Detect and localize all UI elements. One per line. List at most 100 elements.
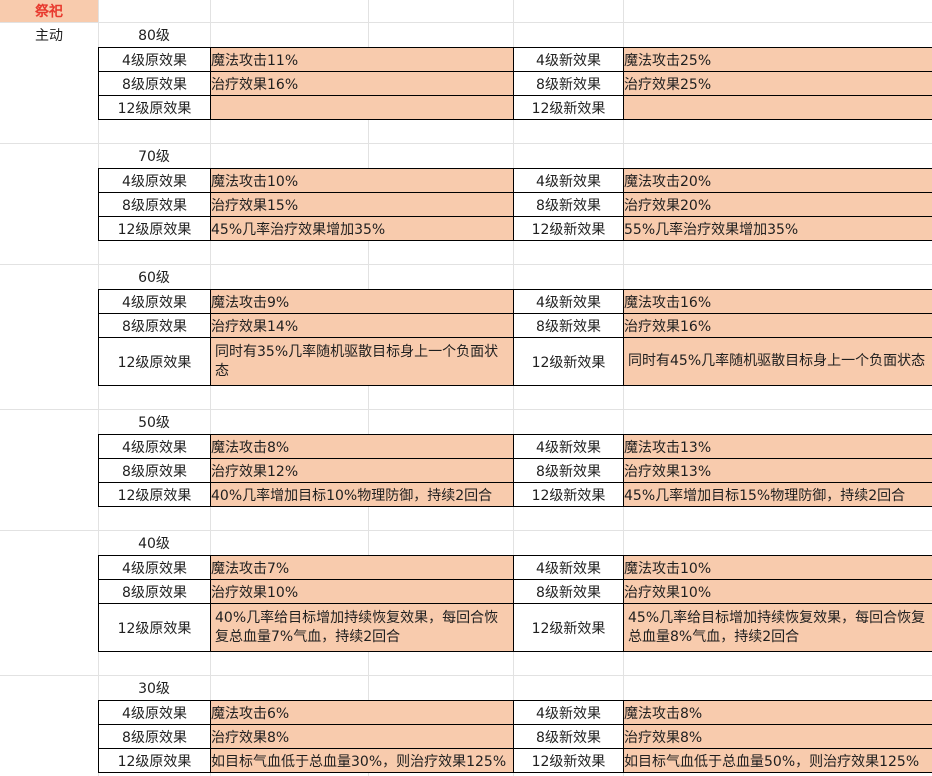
new-effect-label-cell[interactable]: 4级新效果 bbox=[513, 555, 624, 580]
effect-row: 8级原效果 治疗效果14% 8级新效果 治疗效果16% bbox=[98, 313, 932, 338]
new-effect-value-cell[interactable]: 治疗效果16% bbox=[623, 313, 932, 338]
new-effect-value-cell[interactable]: 魔法攻击20% bbox=[623, 168, 932, 193]
mode-row: 主动 80级 bbox=[0, 23, 932, 47]
new-effect-value-cell[interactable]: 治疗效果13% bbox=[623, 458, 932, 483]
class-title-cell[interactable]: 祭祀 bbox=[0, 0, 98, 22]
level-cell-50级[interactable]: 50级 bbox=[138, 415, 170, 431]
orig-effect-value-cell[interactable]: 如目标气血低于总血量30%，则治疗效果125% bbox=[210, 748, 514, 773]
new-effect-value-cell[interactable]: 同时有45%几率随机驱散目标身上一个负面状态 bbox=[623, 337, 932, 386]
level-cell-60级[interactable]: 60级 bbox=[138, 270, 170, 286]
orig-effect-label-cell[interactable]: 4级原效果 bbox=[98, 434, 211, 459]
orig-effect-label-cell[interactable]: 12级原效果 bbox=[98, 603, 211, 652]
effect-row: 12级原效果 45%几率治疗效果增加35% 12级新效果 55%几率治疗效果增加35% bbox=[98, 216, 932, 241]
orig-effect-label-cell[interactable]: 4级原效果 bbox=[98, 47, 211, 72]
new-effect-label-cell[interactable]: 12级新效果 bbox=[513, 603, 624, 652]
new-effect-value-cell[interactable]: 45%几率增加目标15%物理防御，持续2回合 bbox=[623, 482, 932, 507]
orig-effect-label-cell[interactable]: 12级原效果 bbox=[98, 482, 211, 507]
new-effect-label-cell[interactable]: 8级新效果 bbox=[513, 313, 624, 338]
new-effect-value-cell[interactable]: 魔法攻击13% bbox=[623, 434, 932, 459]
orig-effect-value-cell[interactable]: 同时有35%几率随机驱散目标身上一个负面状态 bbox=[210, 337, 514, 386]
orig-effect-label-cell[interactable]: 8级原效果 bbox=[98, 71, 211, 96]
orig-effect-label-cell[interactable]: 4级原效果 bbox=[98, 168, 211, 193]
orig-effect-value-cell[interactable]: 40%几率给目标增加持续恢复效果，每回合恢复总血量7%气血，持续2回合 bbox=[210, 603, 514, 652]
new-effect-label-cell[interactable]: 4级新效果 bbox=[513, 700, 624, 725]
gap-row bbox=[0, 773, 932, 776]
gap-row bbox=[0, 652, 932, 676]
new-effect-value-cell[interactable]: 魔法攻击16% bbox=[623, 289, 932, 314]
effect-row: 12级原效果 同时有35%几率随机驱散目标身上一个负面状态 12级新效果 同时有45%… bbox=[98, 337, 932, 386]
new-effect-label-cell[interactable]: 12级新效果 bbox=[513, 482, 624, 507]
orig-effect-value-cell[interactable]: 魔法攻击8% bbox=[210, 434, 514, 459]
level-cell-30级[interactable]: 30级 bbox=[138, 681, 170, 697]
new-effect-label-cell[interactable]: 12级新效果 bbox=[513, 95, 624, 120]
orig-effect-label-cell[interactable]: 8级原效果 bbox=[98, 192, 211, 217]
orig-effect-value-cell[interactable]: 治疗效果12% bbox=[210, 458, 514, 483]
orig-effect-label-cell[interactable]: 12级原效果 bbox=[98, 95, 211, 120]
new-effect-value-cell[interactable]: 魔法攻击10% bbox=[623, 555, 932, 580]
level-row: 30级 bbox=[0, 676, 932, 700]
new-effect-value-cell[interactable]: 45%几率给目标增加持续恢复效果，每回合恢复总血量8%气血，持续2回合 bbox=[623, 603, 932, 652]
new-effect-value-cell[interactable]: 治疗效果10% bbox=[623, 579, 932, 604]
orig-effect-label-cell[interactable]: 12级原效果 bbox=[98, 216, 211, 241]
level-cell-40级[interactable]: 40级 bbox=[138, 536, 170, 552]
new-effect-value-cell[interactable]: 治疗效果20% bbox=[623, 192, 932, 217]
orig-effect-value-cell[interactable] bbox=[210, 95, 514, 120]
orig-effect-value-cell[interactable]: 魔法攻击7% bbox=[210, 555, 514, 580]
new-effect-value-cell[interactable] bbox=[623, 95, 932, 120]
new-effect-label-cell[interactable]: 8级新效果 bbox=[513, 458, 624, 483]
new-effect-label-cell[interactable]: 4级新效果 bbox=[513, 47, 624, 72]
effect-row: 8级原效果 治疗效果12% 8级新效果 治疗效果13% bbox=[98, 458, 932, 483]
new-effect-label-cell[interactable]: 8级新效果 bbox=[513, 192, 624, 217]
orig-effect-label-cell[interactable]: 8级原效果 bbox=[98, 458, 211, 483]
effect-row: 4级原效果 魔法攻击9% 4级新效果 魔法攻击16% bbox=[98, 289, 932, 314]
orig-effect-value-cell[interactable]: 魔法攻击9% bbox=[210, 289, 514, 314]
orig-effect-label-cell[interactable]: 8级原效果 bbox=[98, 724, 211, 749]
orig-effect-label-cell[interactable]: 8级原效果 bbox=[98, 313, 211, 338]
new-effect-value-cell[interactable]: 如目标气血低于总血量50%，则治疗效果125% bbox=[623, 748, 932, 773]
orig-effect-label-cell[interactable]: 4级原效果 bbox=[98, 555, 211, 580]
new-effect-label-cell[interactable]: 8级新效果 bbox=[513, 724, 624, 749]
new-effect-value-cell[interactable]: 魔法攻击25% bbox=[623, 47, 932, 72]
new-effect-label-cell[interactable]: 12级新效果 bbox=[513, 337, 624, 386]
effect-row: 8级原效果 治疗效果15% 8级新效果 治疗效果20% bbox=[98, 192, 932, 217]
orig-effect-value-cell[interactable]: 治疗效果15% bbox=[210, 192, 514, 217]
new-effect-label-cell[interactable]: 8级新效果 bbox=[513, 579, 624, 604]
new-effect-label-cell[interactable]: 12级新效果 bbox=[513, 216, 624, 241]
orig-effect-label-cell[interactable]: 8级原效果 bbox=[98, 579, 211, 604]
new-effect-value-cell[interactable]: 治疗效果25% bbox=[623, 71, 932, 96]
orig-effect-value-cell[interactable]: 治疗效果16% bbox=[210, 71, 514, 96]
new-effect-label-cell[interactable]: 4级新效果 bbox=[513, 168, 624, 193]
effect-row: 8级原效果 治疗效果8% 8级新效果 治疗效果8% bbox=[98, 724, 932, 749]
title-row: 祭祀 bbox=[0, 0, 932, 23]
gap-row bbox=[0, 507, 932, 531]
orig-effect-label-cell[interactable]: 4级原效果 bbox=[98, 289, 211, 314]
effect-row: 12级原效果 如目标气血低于总血量30%，则治疗效果125% 12级新效果 如目标气血… bbox=[98, 748, 932, 773]
orig-effect-value-cell[interactable]: 治疗效果10% bbox=[210, 579, 514, 604]
orig-effect-label-cell[interactable]: 12级原效果 bbox=[98, 337, 211, 386]
new-effect-value-cell[interactable]: 治疗效果8% bbox=[623, 724, 932, 749]
new-effect-label-cell[interactable]: 4级新效果 bbox=[513, 434, 624, 459]
orig-effect-label-cell[interactable]: 12级原效果 bbox=[98, 748, 211, 773]
orig-effect-value-cell[interactable]: 治疗效果14% bbox=[210, 313, 514, 338]
effect-row: 4级原效果 魔法攻击11% 4级新效果 魔法攻击25% bbox=[98, 47, 932, 72]
orig-effect-value-cell[interactable]: 40%几率增加目标10%物理防御，持续2回合 bbox=[210, 482, 514, 507]
orig-effect-value-cell[interactable]: 魔法攻击10% bbox=[210, 168, 514, 193]
effects-table-40级: 4级原效果 魔法攻击7% 4级新效果 魔法攻击10% 8级原效果 治疗效果10% 8级新效果… bbox=[98, 555, 932, 652]
sections-container: 4级原效果 魔法攻击11% 4级新效果 魔法攻击25% 8级原效果 治疗效果16% 8级新效… bbox=[0, 47, 932, 773]
orig-effect-value-cell[interactable]: 魔法攻击11% bbox=[210, 47, 514, 72]
orig-effect-label-cell[interactable]: 4级原效果 bbox=[98, 700, 211, 725]
new-effect-label-cell[interactable]: 8级新效果 bbox=[513, 71, 624, 96]
effect-row: 4级原效果 魔法攻击6% 4级新效果 魔法攻击8% bbox=[98, 700, 932, 725]
orig-effect-value-cell[interactable]: 魔法攻击6% bbox=[210, 700, 514, 725]
orig-effect-value-cell[interactable]: 45%几率治疗效果增加35% bbox=[210, 216, 514, 241]
level-cell-70级[interactable]: 70级 bbox=[138, 149, 170, 165]
level-cell-80[interactable]: 80级 bbox=[138, 28, 170, 44]
new-effect-value-cell[interactable]: 魔法攻击8% bbox=[623, 700, 932, 725]
orig-effect-value-cell[interactable]: 治疗效果8% bbox=[210, 724, 514, 749]
mode-cell[interactable]: 主动 bbox=[35, 28, 63, 44]
new-effect-label-cell[interactable]: 4级新效果 bbox=[513, 289, 624, 314]
new-effect-value-cell[interactable]: 55%几率治疗效果增加35% bbox=[623, 216, 932, 241]
effect-row: 12级原效果 12级新效果 bbox=[98, 95, 932, 120]
new-effect-label-cell[interactable]: 12级新效果 bbox=[513, 748, 624, 773]
